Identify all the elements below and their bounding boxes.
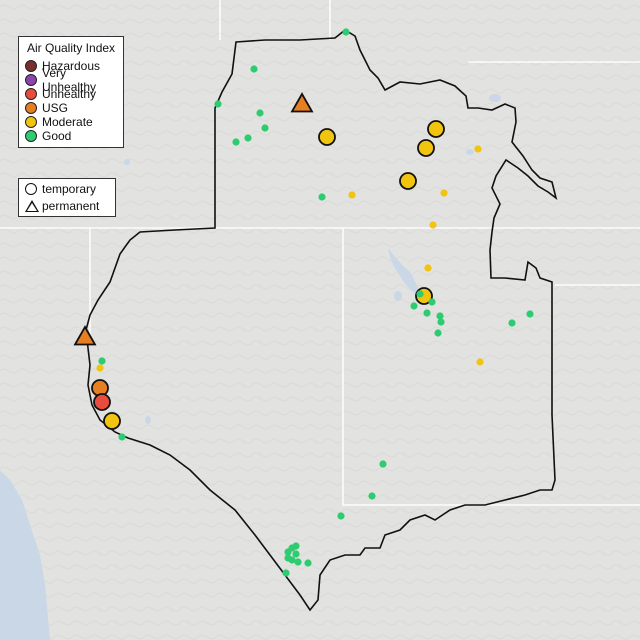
legend-swatch-icon: [25, 60, 37, 72]
ocean: [0, 470, 50, 640]
legend-label-temporary: temporary: [42, 182, 97, 196]
sensor-point-good[interactable]: [244, 134, 252, 142]
sensor-point-good[interactable]: [436, 312, 444, 320]
legend-label: Hazardous: [42, 59, 101, 73]
sensor-point-good[interactable]: [342, 28, 350, 36]
region-boundary: [85, 29, 558, 612]
sensor-point-good[interactable]: [526, 310, 534, 318]
temporary-monitor-moderate[interactable]: [399, 172, 417, 190]
sensor-point-good[interactable]: [337, 512, 345, 520]
sensor-point-good[interactable]: [437, 318, 445, 326]
temporary-monitor-moderate[interactable]: [103, 412, 121, 430]
permanent-monitor-usg[interactable]: [73, 325, 97, 346]
sensor-point-good[interactable]: [368, 492, 376, 500]
sensor-point-good[interactable]: [292, 550, 300, 558]
sensor-point-good[interactable]: [304, 559, 312, 567]
legend-label: Very Unhealthy: [42, 66, 97, 94]
legend-label: Moderate: [42, 115, 93, 129]
legend-row-temporary: temporary: [25, 182, 115, 196]
sensor-point-good[interactable]: [256, 109, 264, 117]
legend-row-good: Good: [25, 129, 123, 143]
sensor-point-good[interactable]: [282, 569, 290, 577]
legend-swatch-icon: [25, 102, 37, 114]
legend-row-unhealthy: Unhealthy: [25, 87, 123, 101]
temporary-monitor-moderate[interactable]: [417, 139, 435, 157]
sensor-point-good[interactable]: [292, 542, 300, 550]
sensor-point-good[interactable]: [379, 460, 387, 468]
legend-row-usg: USG: [25, 101, 123, 115]
legend-row-moderate: Moderate: [25, 115, 123, 129]
sensor-point-good[interactable]: [98, 357, 106, 365]
markers-layer: [73, 28, 534, 577]
sensor-point-good[interactable]: [318, 193, 326, 201]
temporary-monitor-moderate[interactable]: [427, 120, 445, 138]
sensor-point-good[interactable]: [434, 329, 442, 337]
legend-row-very-unhealthy: Very Unhealthy: [25, 66, 123, 94]
legend-label: USG: [42, 101, 69, 115]
aqi-legend: Air Quality Index Hazardous Very Unhealth…: [18, 36, 124, 148]
sensor-point-good[interactable]: [250, 65, 258, 73]
temporary-monitor-unhealthy[interactable]: [93, 393, 111, 411]
legend-label: Good: [42, 129, 72, 143]
legend-label-permanent: permanent: [42, 199, 100, 213]
legend-swatch-icon: [25, 130, 37, 142]
sensor-point-moderate[interactable]: [474, 145, 482, 153]
sensor-point-good[interactable]: [118, 433, 126, 441]
sensor-point-good[interactable]: [423, 309, 431, 317]
sensor-point-good[interactable]: [410, 302, 418, 310]
sensor-point-moderate[interactable]: [424, 264, 432, 272]
sensor-point-moderate[interactable]: [476, 358, 484, 366]
sensor-point-moderate[interactable]: [96, 364, 104, 372]
aqi-legend-title: Air Quality Index: [27, 41, 116, 55]
triangle-icon: [25, 200, 39, 212]
sensor-point-good[interactable]: [508, 319, 516, 327]
aqi-legend-rows: Hazardous Very Unhealthy Unhealthy USG Moder…: [19, 59, 123, 143]
sensor-point-moderate[interactable]: [440, 189, 448, 197]
state-lines: [0, 0, 640, 506]
temporary-monitor-moderate[interactable]: [318, 128, 336, 146]
legend-row-permanent: permanent: [25, 199, 115, 213]
legend-swatch-icon: [25, 74, 37, 86]
sensor-point-good[interactable]: [428, 298, 436, 306]
legend-row-hazardous: Hazardous: [25, 59, 123, 73]
legend-swatch-icon: [25, 116, 37, 128]
sensor-point-moderate[interactable]: [348, 191, 356, 199]
sensor-point-good[interactable]: [232, 138, 240, 146]
circle-icon: [25, 183, 37, 195]
sensor-point-moderate[interactable]: [429, 221, 437, 229]
permanent-monitor-usg[interactable]: [290, 92, 314, 113]
monitor-type-legend: temporary permanent: [18, 178, 116, 217]
sensor-point-good[interactable]: [294, 558, 302, 566]
legend-swatch-icon: [25, 88, 37, 100]
sensor-point-good[interactable]: [416, 290, 424, 298]
sensor-point-good[interactable]: [261, 124, 269, 132]
sensor-point-good[interactable]: [284, 554, 292, 562]
sensor-point-good[interactable]: [214, 100, 222, 108]
legend-label: Unhealthy: [42, 87, 97, 101]
